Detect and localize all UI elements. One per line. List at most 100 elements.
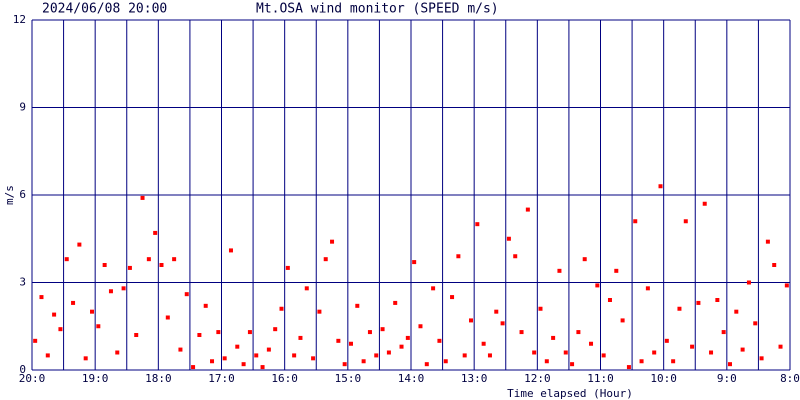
data-point [45, 353, 50, 358]
data-point [355, 303, 360, 308]
y-tick-label: 9 [19, 101, 26, 114]
x-tick-label: 11:0 [587, 372, 614, 385]
data-point [519, 330, 524, 335]
data-point [424, 362, 429, 367]
y-tick-label: 6 [19, 188, 26, 201]
data-point [33, 338, 38, 343]
data-point [753, 321, 758, 326]
x-tick-label: 17:0 [208, 372, 235, 385]
data-point [241, 362, 246, 367]
data-point [191, 365, 196, 370]
data-point [626, 365, 631, 370]
data-point [172, 257, 177, 262]
data-point [532, 350, 537, 355]
data-point [500, 321, 505, 326]
data-point [740, 347, 745, 352]
data-point [108, 289, 113, 294]
data-point [121, 286, 126, 291]
data-point [487, 353, 492, 358]
x-tick-label: 16:0 [271, 372, 298, 385]
data-point [671, 359, 676, 364]
data-point [159, 263, 164, 267]
data-point [153, 230, 158, 235]
y-tick-label: 0 [19, 363, 26, 376]
data-point [595, 283, 600, 288]
data-point [203, 303, 208, 308]
data-point [589, 341, 594, 346]
data-point [633, 219, 638, 224]
data-point [292, 353, 297, 358]
data-point [279, 306, 284, 311]
data-point [690, 344, 695, 349]
data-point [254, 353, 259, 358]
x-tick-label: 14:0 [398, 372, 425, 385]
data-point [538, 306, 543, 311]
data-point [576, 330, 581, 335]
data-point [481, 341, 486, 346]
data-point [601, 353, 606, 358]
x-tick-label: 19:0 [82, 372, 109, 385]
x-tick-label: 12:0 [524, 372, 551, 385]
data-point [778, 344, 783, 349]
data-point [557, 268, 562, 273]
data-point [683, 219, 688, 224]
data-point [607, 298, 612, 302]
data-point [260, 365, 265, 370]
data-point [127, 265, 132, 270]
data-point [146, 257, 151, 262]
data-point [715, 298, 720, 302]
data-point [784, 283, 789, 288]
x-tick-label: 18:0 [145, 372, 172, 385]
data-point [582, 257, 587, 262]
data-point [696, 300, 701, 305]
data-point [342, 362, 347, 367]
x-tick-label: 8:0 [780, 372, 800, 385]
data-point [456, 254, 461, 259]
data-point [614, 268, 619, 273]
data-point [115, 350, 120, 355]
data-point [462, 353, 467, 358]
data-point [235, 344, 240, 349]
data-point [721, 330, 726, 335]
data-point [469, 318, 474, 323]
data-point [304, 286, 309, 291]
data-point [544, 359, 549, 364]
data-point [727, 362, 732, 367]
data-point [399, 344, 404, 349]
data-point [658, 184, 663, 189]
data-point [134, 333, 139, 337]
data-point [311, 356, 316, 361]
data-point [380, 327, 385, 332]
data-point [266, 347, 271, 352]
data-point [222, 356, 227, 361]
data-point [443, 359, 448, 364]
data-point [702, 201, 707, 206]
chart-title: Mt.OSA wind monitor (SPEED m/s) [256, 2, 499, 17]
data-point [52, 312, 57, 317]
data-point [374, 353, 379, 358]
timestamp: 2024/06/08 20:00 [42, 2, 167, 17]
data-point [570, 362, 575, 367]
x-tick-label: 9:0 [717, 372, 737, 385]
data-point [184, 292, 189, 297]
data-point [525, 207, 530, 212]
data-point [677, 306, 682, 311]
y-tick-label: 3 [19, 276, 26, 289]
data-point [77, 242, 82, 247]
data-point [431, 286, 436, 291]
data-point [273, 327, 278, 332]
x-tick-label: 13:0 [461, 372, 488, 385]
x-tick-label: 20:0 [19, 372, 46, 385]
y-axis-label: m/s [3, 185, 16, 205]
data-point [58, 327, 63, 332]
data-point [330, 239, 335, 244]
data-point [639, 359, 644, 364]
data-point [393, 300, 398, 305]
data-point [64, 257, 69, 262]
data-point [450, 295, 455, 300]
data-point [645, 286, 650, 291]
data-point [317, 309, 322, 314]
data-point [418, 324, 423, 329]
data-point [39, 295, 44, 300]
